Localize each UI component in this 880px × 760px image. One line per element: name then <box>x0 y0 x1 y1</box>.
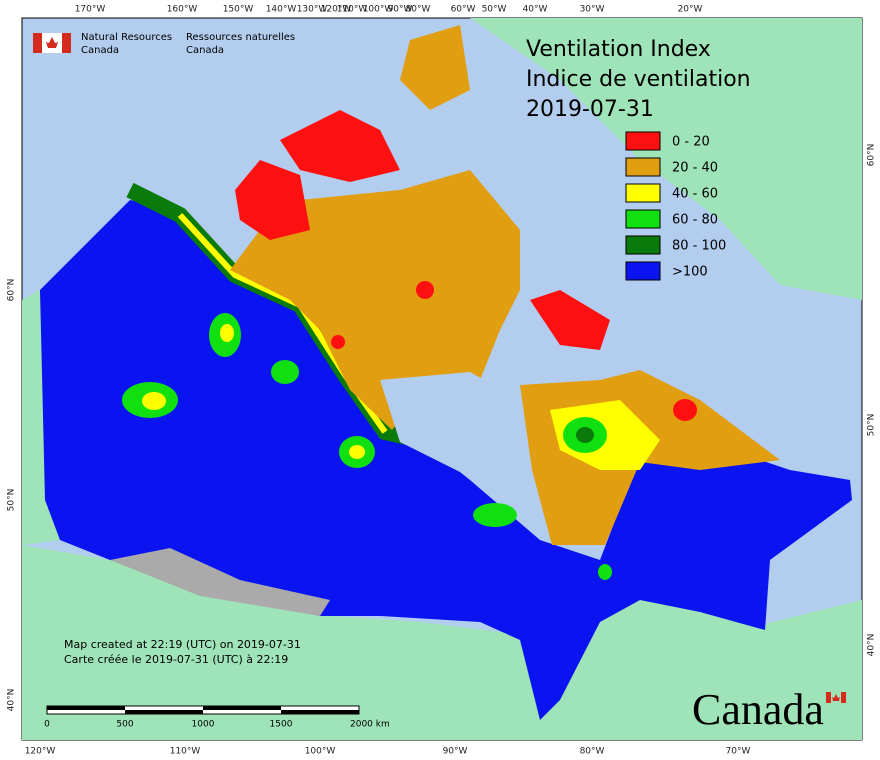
island <box>400 25 470 110</box>
legend: 0 - 20 20 - 40 40 - 60 60 - 80 80 - 100 >100 <box>625 131 726 281</box>
scale-label: 1500 <box>270 720 293 730</box>
longitude-label: 50°W <box>482 5 507 15</box>
flag <box>33 33 71 53</box>
agency-en: Natural Resources <box>81 32 172 43</box>
hudson-bay <box>380 372 545 492</box>
longitude-label: 170°W <box>75 5 106 15</box>
legend-swatch <box>625 131 661 151</box>
hot-spot <box>576 427 594 443</box>
hot-spot <box>473 503 517 527</box>
hot-spot <box>349 445 365 459</box>
island <box>530 290 610 350</box>
hot-spot <box>331 335 345 349</box>
longitude-label: 110°W <box>170 747 201 757</box>
footnote: Carte créée le 2019-07-31 (UTC) à 22:19 <box>64 653 288 666</box>
no-data <box>110 548 330 616</box>
legend-swatch <box>625 261 661 281</box>
title: Ventilation Index <box>526 37 711 62</box>
title: 2019-07-31 <box>526 97 654 122</box>
legend-label: 60 - 80 <box>672 213 718 228</box>
legend-label: 20 - 40 <box>672 161 718 176</box>
graticule-labels: 170°W 160°W 150°W 140°W 130°W120°W110°W100°W… <box>7 5 877 757</box>
longitude-label: 160°W <box>167 5 198 15</box>
longitude-label: 120°W <box>25 747 56 757</box>
longitude-label: 90°W <box>443 747 468 757</box>
legend-label: >100 <box>672 265 708 280</box>
hot-spot <box>220 324 234 342</box>
longitude-label: 30°W <box>580 5 605 15</box>
latitude-label: 60°N <box>7 279 17 302</box>
agency-fr: Canada <box>186 45 224 56</box>
title: Indice de ventilation <box>526 67 751 92</box>
arctic-zone <box>230 170 520 430</box>
agency-fr: Ressources naturelles <box>186 32 295 43</box>
agency-en: Canada <box>81 45 119 56</box>
latitude-label: 40°N <box>867 634 877 657</box>
legend-swatch <box>625 183 661 203</box>
scale-label: 0 <box>44 720 50 730</box>
longitude-label: 80°W <box>580 747 605 757</box>
footnote: Map created at 22:19 (UTC) on 2019-07-31 <box>64 638 301 651</box>
greenland <box>470 18 862 300</box>
legend-swatch <box>625 157 661 177</box>
longitude-label: 80°W <box>406 5 431 15</box>
hot-spot <box>416 281 434 299</box>
longitude-label: 60°W <box>451 5 476 15</box>
longitude-label: 100°W <box>363 5 394 15</box>
longitude-label: 40°W <box>523 5 548 15</box>
scale-label: 2000 km <box>350 720 390 730</box>
legend-swatch <box>625 209 661 229</box>
scale-label: 500 <box>116 720 133 730</box>
wordmark-flag <box>826 692 846 703</box>
latitude-label: 50°N <box>7 489 17 512</box>
latitude-label: 50°N <box>867 414 877 437</box>
longitude-label: 90°W <box>388 5 413 15</box>
latitude-label: 60°N <box>867 144 877 167</box>
longitude-label: 120°W <box>321 5 352 15</box>
hot-spot <box>673 399 697 421</box>
latitude-label: 40°N <box>7 689 17 712</box>
hot-spot <box>142 392 166 410</box>
legend-swatch <box>625 235 661 255</box>
legend-label: 80 - 100 <box>672 239 726 254</box>
longitude-label: 140°W <box>266 5 297 15</box>
hot-spot <box>598 564 612 580</box>
legend-label: 40 - 60 <box>672 187 718 202</box>
hot-spot <box>271 360 299 384</box>
island <box>235 160 310 240</box>
longitude-label: 70°W <box>726 747 751 757</box>
longitude-label: 20°W <box>678 5 703 15</box>
scale-bar <box>46 705 360 715</box>
scale-label: 1000 <box>192 720 215 730</box>
longitude-label: 130°W <box>297 5 328 15</box>
wordmark: Canada <box>692 685 824 734</box>
legend-label: 0 - 20 <box>672 135 710 150</box>
longitude-label: 150°W <box>223 5 254 15</box>
longitude-label: 110°W <box>337 5 368 15</box>
longitude-label: 100°W <box>305 747 336 757</box>
island <box>280 110 400 182</box>
